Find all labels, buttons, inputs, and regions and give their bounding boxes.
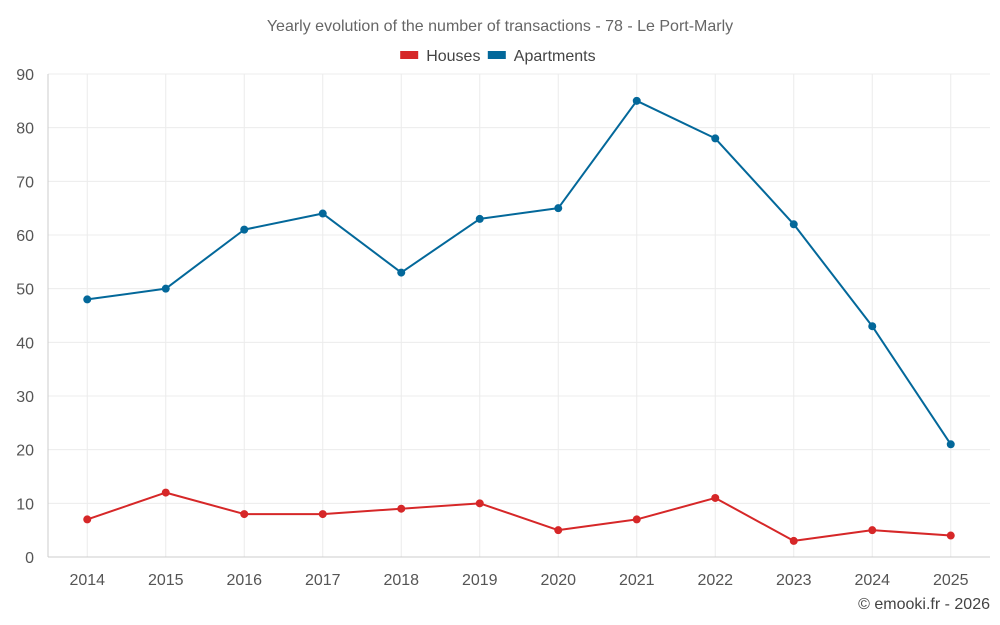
x-tick-label: 2016: [226, 572, 262, 589]
houses-point: [554, 526, 563, 535]
y-tick-label: 80: [16, 121, 34, 138]
x-tick-label: 2022: [697, 572, 733, 589]
houses-point: [632, 515, 641, 524]
houses-line: [86, 491, 951, 542]
houses-point: [161, 488, 170, 497]
y-tick-label: 70: [16, 174, 34, 191]
apartments-line: [87, 99, 952, 445]
apartments-point: [868, 322, 877, 331]
x-tick-label: 2020: [540, 572, 576, 589]
apartments-point: [240, 225, 249, 234]
apartments-point: [789, 220, 798, 229]
y-tick-label: 60: [16, 228, 34, 245]
grid: [47, 73, 990, 558]
apartments-point: [632, 96, 641, 105]
apartments-point: [83, 295, 92, 304]
apartments-point: [554, 204, 563, 213]
legend-swatch-apartments: [487, 51, 506, 59]
legend-label-apartments: Apartments: [514, 48, 596, 65]
y-tick-label: 0: [25, 550, 34, 567]
x-tick-label: 2014: [69, 572, 105, 589]
apartments-point: [475, 214, 484, 223]
houses-point: [83, 515, 92, 524]
y-tick-label: 20: [16, 443, 34, 460]
y-tick-label: 50: [16, 282, 34, 299]
x-tick-label: 2021: [619, 572, 655, 589]
y-axis: 0 10 20 30 40 50 60 70 80 90: [16, 67, 34, 567]
apartments-point: [397, 268, 406, 277]
y-tick-label: 10: [16, 496, 34, 513]
houses-point: [789, 536, 798, 545]
y-tick-label: 30: [16, 389, 34, 406]
chart-title: Yearly evolution of the number of transa…: [267, 18, 733, 35]
series-group: [83, 96, 955, 545]
houses-point: [240, 510, 249, 519]
x-axis: 2014 2015 2016 2017 2018 2019 2020 2021 2022 2023…: [69, 572, 968, 589]
x-tick-label: 2015: [148, 572, 184, 589]
legend-label-houses: Houses: [426, 48, 480, 65]
x-tick-label: 2018: [383, 572, 419, 589]
x-tick-label: 2024: [854, 572, 890, 589]
legend: Houses Apartments: [400, 48, 596, 65]
legend-swatch-houses: [400, 51, 419, 59]
x-tick-label: 2019: [462, 572, 498, 589]
apartments-point: [161, 284, 170, 293]
houses-point: [318, 510, 327, 519]
apartments-point: [318, 209, 327, 218]
apartments-point: [711, 134, 720, 143]
credit-text: © emooki.fr - 2026: [858, 596, 990, 613]
y-tick-label: 90: [16, 67, 34, 84]
houses-point: [397, 504, 406, 513]
y-tick-label: 40: [16, 335, 34, 352]
houses-point: [868, 526, 877, 535]
x-tick-label: 2025: [933, 572, 969, 589]
x-tick-label: 2017: [305, 572, 341, 589]
x-tick-label: 2023: [776, 572, 812, 589]
apartments-point: [946, 440, 955, 449]
houses-point: [475, 499, 484, 508]
houses-point: [711, 493, 720, 502]
houses-point: [946, 531, 955, 540]
